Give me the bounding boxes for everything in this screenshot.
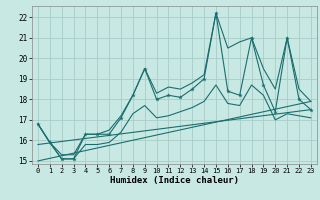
X-axis label: Humidex (Indice chaleur): Humidex (Indice chaleur) <box>110 176 239 185</box>
